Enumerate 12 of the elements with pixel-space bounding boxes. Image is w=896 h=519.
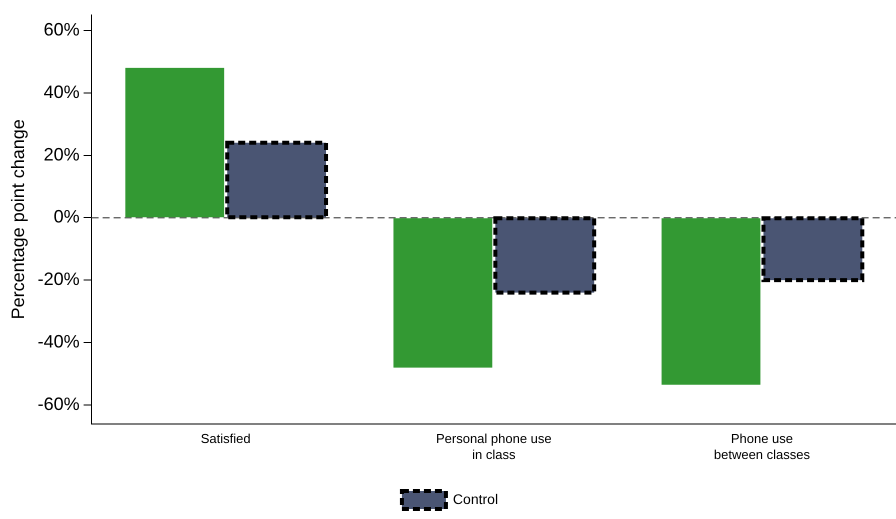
- x-tick-label: Satisfied: [200, 431, 251, 446]
- y-tick-label: 20%: [44, 144, 80, 164]
- x-tick-label: Phone use between classes: [714, 431, 810, 462]
- x-tick-label: Personal phone use in class: [436, 431, 552, 462]
- y-tick-label: 0%: [54, 206, 80, 227]
- y-tick-label: -20%: [38, 269, 80, 290]
- y-tick-label: -40%: [38, 332, 80, 352]
- y-tick-label: 60%: [44, 19, 80, 40]
- legend-label: Control: [452, 490, 498, 507]
- y-tick-label: 40%: [44, 82, 80, 102]
- y-axis-title: Percentage point change: [8, 119, 28, 320]
- y-tick-label: -60%: [38, 394, 80, 414]
